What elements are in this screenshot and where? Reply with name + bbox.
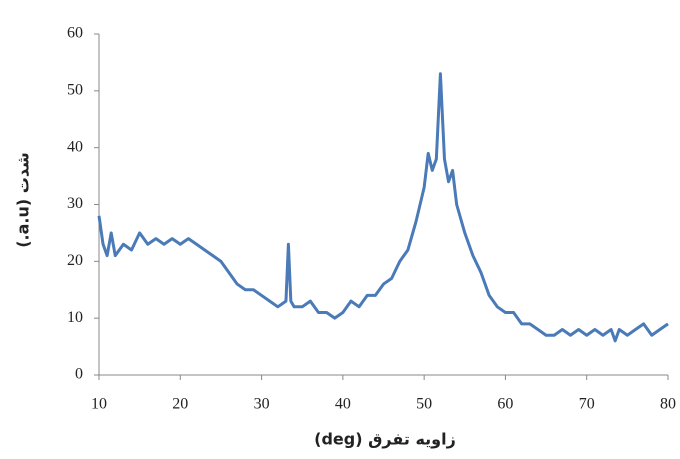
data-line (97, 72, 669, 343)
x-tick-label: 30 (254, 396, 270, 413)
y-tick-label: 20 (67, 252, 83, 269)
y-axis-title: شدت (a.u.) (14, 152, 33, 248)
x-tick-label: 70 (579, 396, 595, 413)
x-axis-title: زاویه تفرق (deg) (314, 430, 456, 449)
x-tick-label: 50 (416, 396, 432, 413)
y-tick-label: 60 (67, 25, 83, 42)
x-tick-label: 20 (172, 396, 188, 413)
y-tick-label: 40 (67, 138, 83, 155)
x-tick-label: 10 (91, 396, 107, 413)
x-tick-label: 40 (335, 396, 351, 413)
x-tick-label: 60 (497, 396, 513, 413)
y-tick-label: 50 (67, 82, 83, 99)
y-tick-label: 10 (67, 309, 83, 326)
x-tick-label: 80 (660, 396, 676, 413)
y-tick-label: 0 (75, 366, 83, 383)
y-tick-label: 30 (67, 195, 83, 212)
